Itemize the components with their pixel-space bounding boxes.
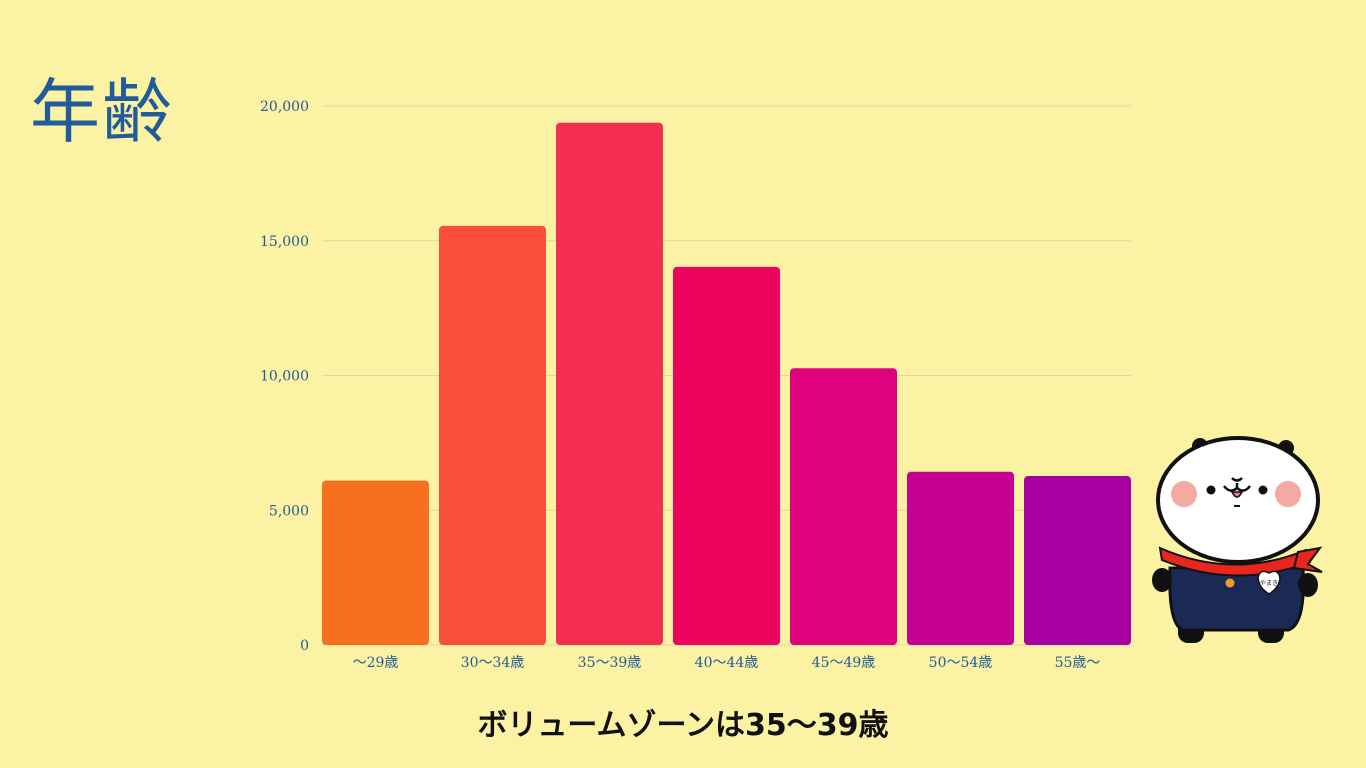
bar	[439, 225, 546, 646]
bar	[790, 368, 897, 645]
bar	[907, 471, 1014, 645]
x-tick-label: ～29歳	[353, 655, 399, 671]
x-tick-label: 45～49歳	[812, 655, 876, 671]
bar	[1024, 476, 1131, 645]
y-tick-label: 15,000	[260, 234, 309, 250]
bar	[556, 122, 663, 646]
y-axis-ticks: 0 5,000 10,000 15,000 20,000	[260, 99, 309, 654]
bars	[322, 122, 1131, 646]
bar	[673, 266, 780, 645]
x-tick-label: 50～54歳	[929, 655, 993, 671]
panda-mascot-icon: やまき	[1152, 436, 1323, 643]
y-tick-label: 10,000	[260, 369, 309, 385]
y-tick-label: 5,000	[269, 503, 309, 519]
x-axis-labels: ～29歳 30～34歳 35～39歳 40～44歳 45～49歳 50～54歳 55歳～	[353, 655, 1101, 671]
x-tick-label: 55歳～	[1055, 655, 1101, 671]
bar-chart: 0 5,000 10,000 15,000 20,000 ～29歳 30～34歳 35～39…	[260, 99, 1131, 671]
y-tick-label: 0	[300, 638, 309, 654]
x-tick-label: 30～34歳	[461, 655, 525, 671]
chart-caption: ボリュームゾーンは35～39歳	[477, 708, 889, 743]
x-tick-label: 40～44歳	[695, 655, 759, 671]
y-tick-label: 20,000	[260, 99, 309, 115]
page-title: 年齢	[30, 71, 174, 153]
x-tick-label: 35～39歳	[578, 655, 642, 671]
bar	[322, 480, 429, 645]
mascot-badge-text: やまき	[1260, 579, 1278, 587]
